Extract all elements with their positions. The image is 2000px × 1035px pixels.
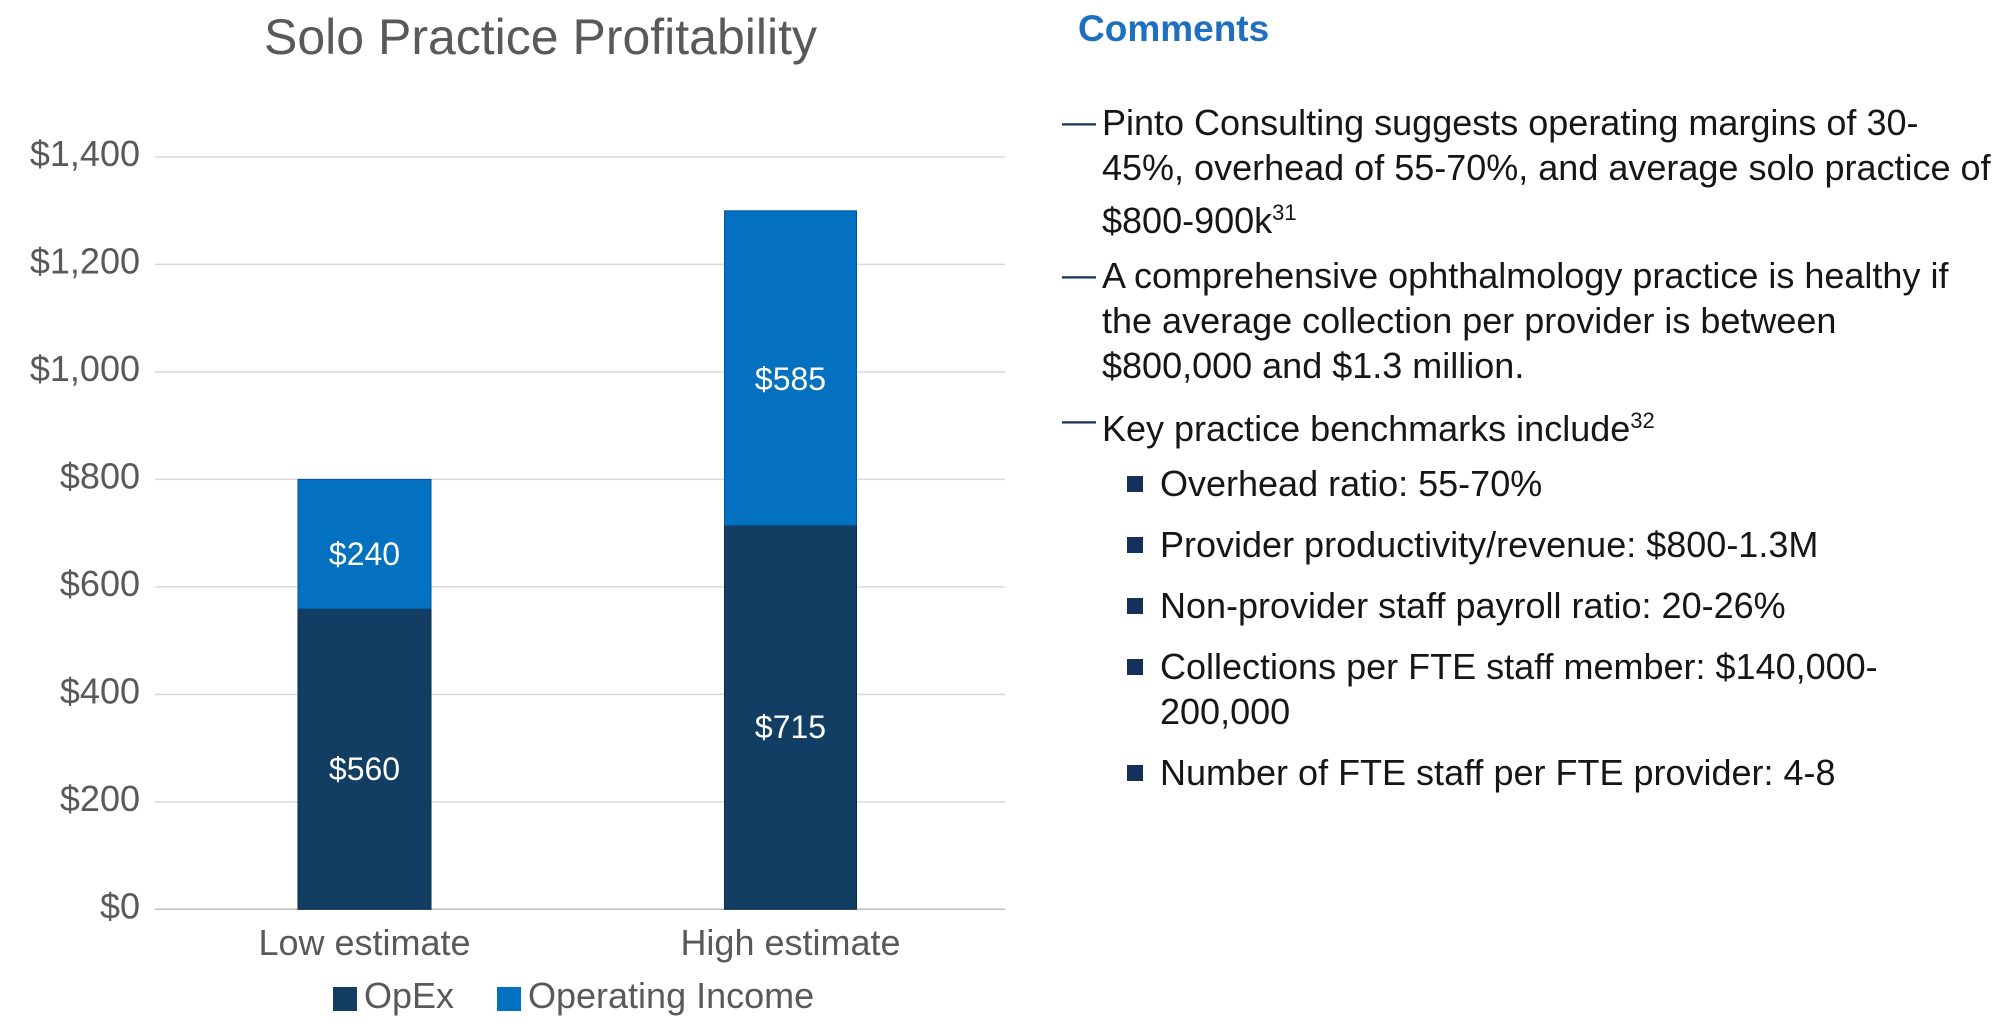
- svg-text:$0: $0: [100, 885, 140, 926]
- svg-text:Low estimate: Low estimate: [258, 922, 470, 963]
- svg-text:$600: $600: [60, 563, 140, 604]
- svg-text:$240: $240: [329, 536, 400, 572]
- svg-text:$585: $585: [755, 361, 826, 397]
- svg-text:$1,400: $1,400: [30, 133, 140, 174]
- svg-text:$1,000: $1,000: [30, 348, 140, 389]
- svg-text:$400: $400: [60, 670, 140, 711]
- svg-text:$1,200: $1,200: [30, 240, 140, 281]
- svg-text:OpEx: OpEx: [364, 975, 454, 1016]
- svg-text:$200: $200: [60, 778, 140, 819]
- svg-text:Operating Income: Operating Income: [528, 975, 814, 1016]
- svg-text:High estimate: High estimate: [680, 922, 900, 963]
- svg-text:$715: $715: [755, 709, 826, 745]
- svg-text:$800: $800: [60, 455, 140, 496]
- svg-text:$560: $560: [329, 751, 400, 787]
